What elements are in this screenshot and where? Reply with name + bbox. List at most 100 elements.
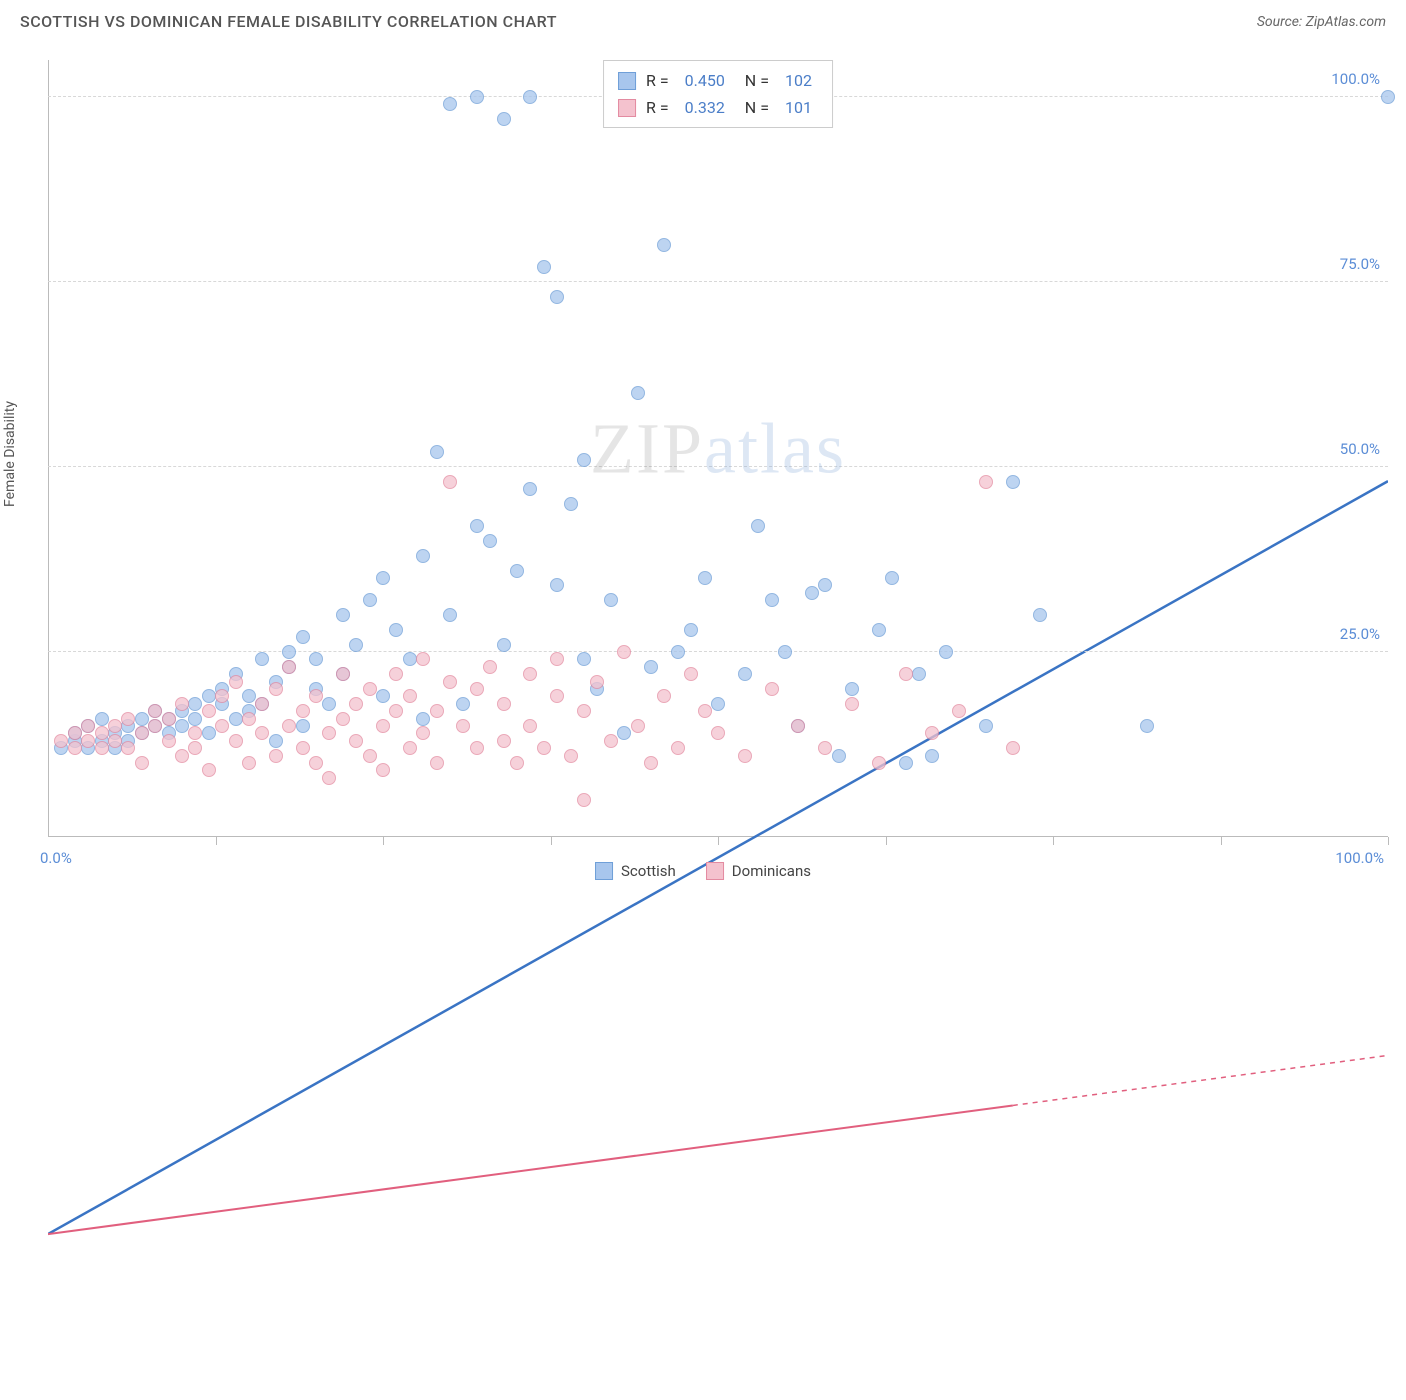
r-label: R = <box>646 94 669 121</box>
data-point <box>255 726 269 740</box>
data-point <box>121 712 135 726</box>
data-point <box>162 734 176 748</box>
data-point <box>483 660 497 674</box>
chart-title: SCOTTISH VS DOMINICAN FEMALE DISABILITY … <box>20 12 557 31</box>
data-point <box>899 756 913 770</box>
data-point <box>282 645 296 659</box>
data-point <box>443 675 457 689</box>
data-point <box>135 726 149 740</box>
data-point <box>872 756 886 770</box>
legend-item: Scottish <box>595 862 676 880</box>
data-point <box>309 756 323 770</box>
data-point <box>738 749 752 763</box>
data-point <box>202 704 216 718</box>
data-point <box>81 734 95 748</box>
data-point <box>979 719 993 733</box>
data-point <box>1006 741 1020 755</box>
data-point <box>430 756 444 770</box>
data-point <box>121 741 135 755</box>
data-point <box>483 534 497 548</box>
legend-swatch <box>595 862 613 880</box>
n-label: N = <box>741 67 769 94</box>
data-point <box>95 741 109 755</box>
r-value: 0.450 <box>685 67 725 94</box>
data-point <box>416 652 430 666</box>
data-point <box>751 519 765 533</box>
r-label: R = <box>646 67 669 94</box>
data-point <box>497 697 511 711</box>
data-point <box>242 756 256 770</box>
data-point <box>550 290 564 304</box>
data-point <box>389 704 403 718</box>
data-point <box>497 734 511 748</box>
data-point <box>1381 90 1395 104</box>
data-point <box>711 726 725 740</box>
data-point <box>497 638 511 652</box>
data-point <box>657 689 671 703</box>
gridline <box>48 466 1388 467</box>
data-point <box>416 712 430 726</box>
x-tick <box>383 837 384 845</box>
plot-canvas: 25.0%50.0%75.0%100.0% <box>48 60 1388 837</box>
data-point <box>577 704 591 718</box>
data-point <box>416 549 430 563</box>
data-point <box>430 704 444 718</box>
data-point <box>389 623 403 637</box>
data-point <box>416 726 430 740</box>
data-point <box>376 689 390 703</box>
legend-row: R = 0.450 N = 102 <box>618 67 818 94</box>
data-point <box>523 90 537 104</box>
data-point <box>188 726 202 740</box>
data-point <box>537 741 551 755</box>
data-point <box>590 675 604 689</box>
data-point <box>577 793 591 807</box>
data-point <box>309 652 323 666</box>
data-point <box>550 578 564 592</box>
data-point <box>403 741 417 755</box>
x-tick <box>718 837 719 845</box>
data-point <box>403 689 417 703</box>
data-point <box>470 682 484 696</box>
data-point <box>523 719 537 733</box>
chart-header: SCOTTISH VS DOMINICAN FEMALE DISABILITY … <box>0 0 1406 35</box>
data-point <box>765 682 779 696</box>
n-value: 102 <box>785 67 812 94</box>
data-point <box>550 652 564 666</box>
x-tick-label-0: 0.0% <box>40 849 72 867</box>
data-point <box>215 719 229 733</box>
chart-plot-area: ZIPatlas 25.0%50.0%75.0%100.0% R =0.450 … <box>48 60 1388 837</box>
data-point <box>68 726 82 740</box>
data-point <box>604 593 618 607</box>
data-point <box>818 578 832 592</box>
data-point <box>296 741 310 755</box>
data-point <box>296 630 310 644</box>
data-point <box>430 445 444 459</box>
data-point <box>698 571 712 585</box>
x-tick <box>216 837 217 845</box>
data-point <box>188 712 202 726</box>
r-value: 0.332 <box>685 94 725 121</box>
data-point <box>376 719 390 733</box>
data-point <box>54 734 68 748</box>
data-point <box>81 719 95 733</box>
data-point <box>363 749 377 763</box>
data-point <box>349 638 363 652</box>
data-point <box>1140 719 1154 733</box>
data-point <box>657 238 671 252</box>
data-point <box>832 749 846 763</box>
data-point <box>644 756 658 770</box>
data-point <box>510 756 524 770</box>
data-point <box>443 97 457 111</box>
trend-line <box>48 481 1388 1234</box>
data-point <box>202 689 216 703</box>
x-tick <box>551 837 552 845</box>
data-point <box>376 763 390 777</box>
gridline <box>48 281 1388 282</box>
data-point <box>979 475 993 489</box>
data-point <box>925 749 939 763</box>
data-point <box>135 712 149 726</box>
data-point <box>403 652 417 666</box>
data-point <box>175 719 189 733</box>
data-point <box>470 519 484 533</box>
data-point <box>1006 475 1020 489</box>
